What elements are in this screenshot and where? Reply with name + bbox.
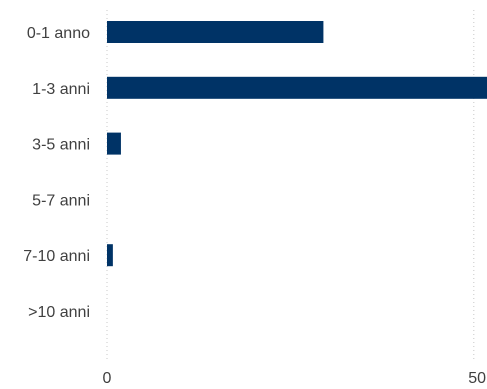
bar-1 bbox=[107, 76, 487, 99]
x-tick-label-1: 50 bbox=[468, 370, 486, 387]
bar-4 bbox=[107, 244, 113, 267]
bar-0 bbox=[107, 21, 324, 43]
category-label-3: 5-7 anni bbox=[32, 192, 90, 209]
category-label-0: 0-1 anno bbox=[27, 25, 90, 42]
category-label-4: 7-10 anni bbox=[23, 248, 90, 265]
category-label-5: >10 anni bbox=[28, 304, 90, 321]
category-label-2: 3-5 anni bbox=[32, 137, 90, 154]
x-tick-label-0: 0 bbox=[103, 370, 112, 387]
bar-2 bbox=[107, 132, 121, 155]
category-label-1: 1-3 anni bbox=[32, 81, 90, 98]
